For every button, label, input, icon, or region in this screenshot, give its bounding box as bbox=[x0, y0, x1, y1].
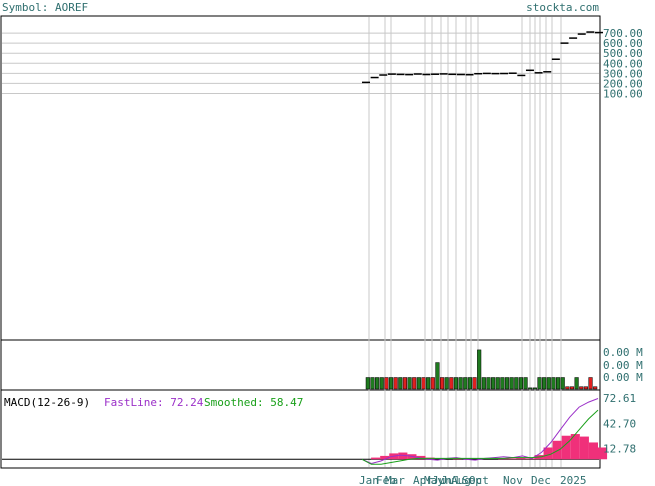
volume-bar bbox=[384, 377, 389, 390]
volume-bar bbox=[528, 387, 533, 390]
volume-bar bbox=[379, 377, 384, 390]
volume-bar bbox=[574, 377, 579, 390]
price-y-tick-label: 200.00 bbox=[603, 77, 643, 90]
volume-bar bbox=[532, 387, 537, 390]
volume-bar bbox=[444, 377, 449, 390]
macd-histogram-bar bbox=[371, 457, 381, 460]
volume-bar bbox=[565, 386, 570, 390]
macd-histogram-bar bbox=[507, 458, 517, 460]
volume-y-tick-label: 0.00 M bbox=[603, 359, 643, 372]
volume-bar bbox=[439, 377, 445, 390]
volume-bar bbox=[583, 386, 588, 390]
volume-bar bbox=[486, 377, 491, 390]
volume-bar bbox=[523, 377, 528, 390]
x-tick-label: Jan bbox=[359, 474, 379, 486]
macd-histogram-bar bbox=[588, 442, 598, 460]
volume-bar bbox=[593, 386, 598, 390]
volume-bar bbox=[477, 349, 482, 390]
macd-y-tick-label: 42.70 bbox=[603, 417, 636, 430]
volume-bar bbox=[430, 377, 435, 390]
symbol-label: Symbol: AOREF bbox=[2, 1, 88, 14]
macd-title: MACD(12-26-9) bbox=[4, 396, 90, 409]
macd-histogram-bar bbox=[579, 436, 589, 460]
price-y-tick-label: 400.00 bbox=[603, 57, 643, 70]
volume-bar bbox=[426, 377, 431, 390]
x-tick-label: Mar bbox=[385, 474, 405, 486]
volume-y-tick-label: 0.00 M bbox=[603, 371, 643, 384]
x-tick-label: Jun bbox=[432, 474, 452, 486]
volume-bar bbox=[500, 377, 505, 390]
x-tick-label: Jul bbox=[441, 474, 461, 486]
volume-bar bbox=[569, 386, 575, 390]
macd-smoothed-line bbox=[361, 409, 599, 465]
volume-bar bbox=[514, 377, 519, 390]
volume-bar bbox=[579, 386, 584, 390]
price-y-tick-label: 600.00 bbox=[603, 37, 643, 50]
volume-bar bbox=[388, 377, 394, 390]
volume-bar bbox=[537, 377, 542, 390]
macd-fastline-legend: FastLine: 72.24 bbox=[104, 396, 204, 409]
volume-bar bbox=[416, 377, 421, 390]
price-y-tick-label: 500.00 bbox=[603, 47, 643, 60]
macd-y-tick-label: 12.78 bbox=[603, 443, 636, 456]
volume-bar bbox=[453, 377, 459, 390]
macd-histogram-bar bbox=[525, 458, 535, 460]
price-y-tick-label: 100.00 bbox=[603, 87, 643, 100]
macd-panel bbox=[0, 389, 601, 469]
macd-histogram-bar bbox=[516, 457, 526, 460]
volume-bar bbox=[421, 377, 426, 390]
volume-bar bbox=[555, 377, 561, 390]
volume-bar bbox=[504, 377, 510, 390]
volume-bar bbox=[407, 377, 412, 390]
volume-bar bbox=[449, 377, 454, 390]
volume-bar bbox=[518, 377, 524, 390]
volume-bar bbox=[463, 377, 468, 390]
volume-bar bbox=[560, 377, 565, 390]
x-tick-label: Dec bbox=[531, 474, 551, 486]
volume-bar bbox=[551, 377, 556, 390]
x-tick-label: Nov bbox=[503, 474, 523, 486]
macd-histogram-bar bbox=[552, 440, 562, 460]
volume-bar bbox=[472, 377, 477, 390]
x-tick-label: Sep bbox=[462, 474, 482, 486]
macd-histogram-bar bbox=[570, 434, 580, 460]
x-tick-label: Aug bbox=[451, 474, 471, 486]
volume-bar bbox=[412, 377, 417, 390]
x-tick-label: Feb bbox=[376, 474, 396, 486]
volume-bar bbox=[467, 377, 472, 390]
volume-bar bbox=[393, 377, 398, 390]
volume-bar bbox=[402, 377, 408, 390]
volume-bar bbox=[370, 377, 375, 390]
x-tick-label: Apr bbox=[413, 474, 433, 486]
volume-bar bbox=[481, 377, 486, 390]
volume-bar bbox=[398, 377, 403, 390]
macd-histogram-bar bbox=[543, 447, 553, 460]
volume-bar bbox=[458, 377, 463, 390]
macd-y-tick-label: 72.61 bbox=[603, 392, 636, 405]
volume-bar bbox=[435, 362, 440, 390]
volume-bar bbox=[546, 377, 551, 390]
macd-smoothed-legend: Smoothed: 58.47 bbox=[204, 396, 303, 409]
volume-bar bbox=[495, 377, 500, 390]
site-label[interactable]: stockta.com bbox=[526, 1, 599, 14]
volume-bar bbox=[588, 377, 593, 390]
macd-fastline bbox=[361, 398, 599, 465]
x-tick-label: May bbox=[424, 474, 444, 486]
macd-histogram-bar bbox=[561, 435, 571, 460]
x-tick-label: Oct bbox=[469, 474, 489, 486]
price-y-tick-label: 300.00 bbox=[603, 67, 643, 80]
volume-bar bbox=[491, 377, 496, 390]
macd-histogram-bar bbox=[398, 452, 408, 460]
volume-bar bbox=[509, 377, 514, 390]
macd-histogram-bar bbox=[380, 455, 390, 460]
volume-bar bbox=[542, 377, 547, 390]
price-y-tick-label: 700.00 bbox=[603, 27, 643, 40]
volume-bar bbox=[365, 377, 370, 390]
macd-histogram-bar bbox=[598, 447, 608, 460]
price-panel bbox=[0, 15, 601, 341]
volume-y-tick-label: 0.00 M bbox=[603, 346, 643, 359]
volume-bar bbox=[375, 377, 380, 390]
x-tick-label: 2025 bbox=[560, 474, 587, 486]
